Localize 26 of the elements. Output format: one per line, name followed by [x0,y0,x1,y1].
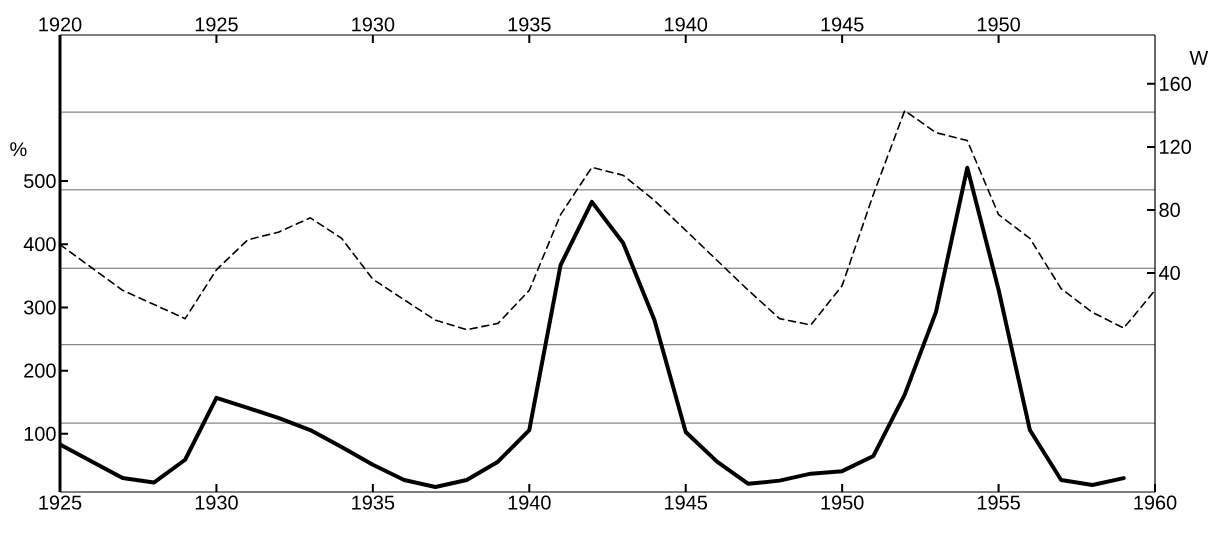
y2-tick-label: 80 [1159,202,1180,217]
x2-tick-label: 1940 [665,17,708,32]
x2-tick-label: 1925 [195,17,238,32]
x2-tick-label: 1945 [821,17,864,32]
x-tick-label: 1925 [39,495,82,510]
y2-tick-label: 160 [1160,76,1191,91]
y-tick-label: 100 [24,426,56,441]
y-tick-label: 400 [23,237,56,252]
x2-tick-label: 1930 [352,17,395,32]
x-tick-label: 1950 [821,495,864,510]
y2-axis-title: W [1189,51,1209,65]
y-tick-label: 500 [24,173,56,189]
x-tick-label: 1960 [1134,495,1177,510]
x-tick-label: 1930 [195,495,238,510]
x2-tick-label: 1950 [977,17,1020,32]
x-tick-label: 1940 [508,495,551,510]
y-axis-title: % [10,142,27,157]
y2-tick-label: 40 [1158,265,1180,280]
x-tick-label: 1945 [665,495,708,510]
x2-tick-label: 1920 [39,17,82,32]
y-tick-label: 200 [24,363,56,378]
y2-tick-label: 120 [1160,139,1191,154]
x-tick-label: 1935 [352,495,395,510]
x-tick-label: 1955 [977,495,1020,510]
y-tick-label: 300 [24,300,56,315]
x2-tick-label: 1935 [508,17,551,32]
